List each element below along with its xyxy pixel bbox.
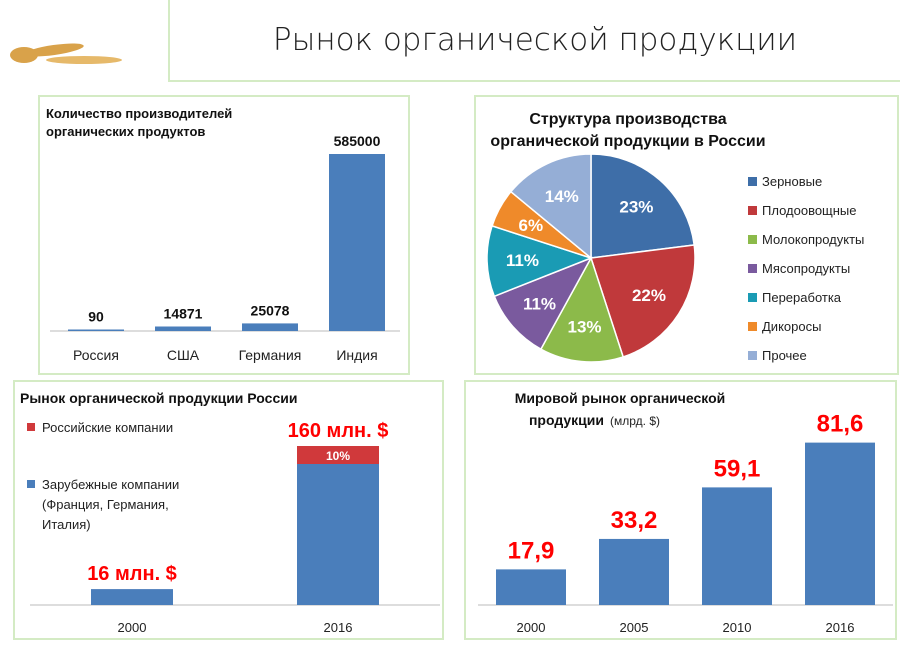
chart1-title: органических продуктов [46, 124, 205, 139]
chart4-value-label: 81,6 [817, 411, 864, 438]
chart4-value-label: 33,2 [611, 507, 658, 534]
legend-swatch [748, 322, 757, 331]
chart1-category-label: Германия [239, 347, 302, 363]
title-box: Рынок органической продукции [168, 0, 900, 82]
pie-slice-label: 11% [523, 294, 556, 313]
legend-label: Прочее [762, 348, 807, 363]
chart4-category-label: 2000 [517, 620, 546, 635]
legend-label: Дикоросы [762, 319, 821, 334]
chart4-category-label: 2010 [723, 620, 752, 635]
chart1-category-label: США [167, 347, 200, 363]
chart1-value-label: 585000 [334, 133, 381, 149]
chart3-total-label: 16 млн. $ [87, 563, 177, 585]
chart3-segment-label: 10% [326, 449, 350, 463]
chart1-value-label: 90 [88, 309, 104, 325]
pie-slice [590, 153, 696, 259]
legend-label: Италия) [42, 517, 91, 532]
legend-label: Российские компании [42, 420, 173, 435]
legend-label: Молокопродукты [762, 232, 864, 247]
pie-slice-label: 23% [619, 198, 653, 217]
legend-swatch [748, 264, 757, 273]
chart1-bar [242, 323, 298, 331]
pie-slice-label: 11% [506, 251, 539, 270]
chart4-title: Мировой рынок органической [515, 390, 726, 406]
chart1-value-label: 14871 [164, 306, 203, 322]
legend-swatch [748, 351, 757, 360]
chart4-unit: (млрд. $) [610, 414, 660, 428]
chart4-bar [702, 487, 772, 605]
chart4-bar [496, 569, 566, 605]
pie-slice [509, 153, 592, 260]
pie-slice [486, 224, 594, 298]
chart4-title: продукции [529, 412, 604, 428]
legend-swatch [748, 177, 757, 186]
chart1-bar [329, 154, 385, 331]
chart4-value-label: 17,9 [508, 537, 555, 564]
chart3-category-label: 2016 [324, 620, 353, 635]
chart1-category-label: Россия [73, 347, 119, 363]
legend-swatch [748, 235, 757, 244]
chart4-category-label: 2005 [620, 620, 649, 635]
chart1-bar [155, 326, 211, 331]
wheat-image [4, 10, 124, 70]
pie-slice [493, 256, 593, 351]
chart3-total-label: 160 млн. $ [288, 420, 389, 442]
chart1-value-label: 25078 [251, 302, 290, 318]
pie-slice-label: 22% [632, 286, 666, 305]
pie-slice-label: 6% [519, 216, 544, 235]
chart1-title: Количество производителей [46, 106, 232, 121]
chart3-category-label: 2000 [118, 620, 147, 635]
chart4-bar [805, 442, 875, 605]
legend-swatch [27, 480, 35, 488]
legend-label: Зарубежные компании [42, 477, 179, 492]
slide-title: Рынок органической продукции [272, 22, 798, 58]
pie-slice-label: 13% [568, 317, 602, 336]
chart2-title: Структура производства [529, 111, 726, 128]
legend-label: Переработка [762, 290, 842, 305]
legend-swatch [27, 423, 35, 431]
chart2-title: органической продукции в России [490, 133, 765, 150]
chart3-bar-foreign [297, 461, 379, 605]
chart3-title: Рынок органической продукции России [20, 390, 297, 406]
chart1-category-label: Индия [336, 347, 377, 363]
pie-slice [590, 244, 696, 358]
legend-label: (Франция, Германия, [42, 497, 169, 512]
chart1-bar [68, 329, 124, 331]
chart4-bar [599, 538, 669, 605]
chart4-value-label: 59,1 [714, 455, 761, 482]
legend-swatch [748, 293, 757, 302]
legend-label: Зерновые [762, 174, 822, 189]
legend-label: Плодоовощные [762, 203, 857, 218]
legend-swatch [748, 206, 757, 215]
pie-slice-label: 14% [545, 187, 579, 206]
chart4-category-label: 2016 [826, 620, 855, 635]
legend-label: Мясопродукты [762, 261, 850, 276]
chart3-bar-foreign [91, 589, 173, 605]
chart3-bar-russian [297, 446, 379, 464]
pie-slice [539, 256, 625, 363]
